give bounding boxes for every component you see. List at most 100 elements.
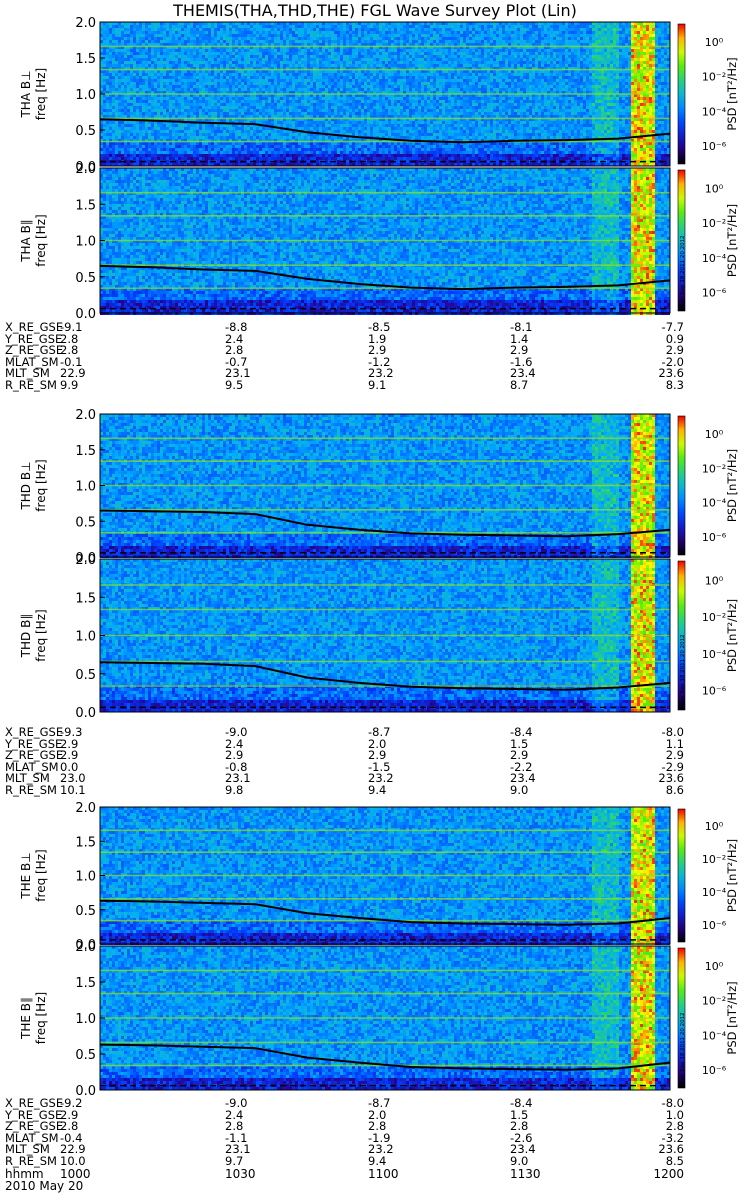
spectrum-cell [511,28,514,31]
spectrum-cell [463,58,466,61]
spectrum-cell [595,40,598,43]
spectrum-cell [403,55,406,58]
spectrum-cell [523,55,526,58]
spectrum-cell [232,40,235,43]
spectrum-cell [262,34,265,37]
spectrum-cell [211,40,214,43]
spectrum-cell [634,52,637,55]
spectrum-cell [421,25,424,28]
spectrum-cell [448,40,451,43]
spectrum-cell [337,52,340,55]
spectrum-cell [346,43,349,46]
spectrum-cell [436,37,439,40]
spectrum-cell [352,31,355,34]
spectrum-cell [553,49,556,52]
spectrum-cell [445,55,448,58]
spectrum-cell [121,52,124,55]
spectrum-cell [472,37,475,40]
spectrum-cell [481,31,484,34]
spectrum-cell [430,49,433,52]
spectrum-cell [241,37,244,40]
spectrum-cell [376,40,379,43]
spectrum-cell [256,49,259,52]
spectrum-cell [325,31,328,34]
spectrum-cell [655,58,658,61]
spectrum-cell [142,52,145,55]
spectrum-cell [157,40,160,43]
spectrum-cell [529,52,532,55]
spectrum-cell [568,58,571,61]
spectrum-cell [358,43,361,46]
spectrum-cell [475,43,478,46]
spectrum-cell [481,52,484,55]
spectrum-cell [271,49,274,52]
spectrum-cell [508,58,511,61]
spectrum-cell [394,28,397,31]
spectrum-cell [280,49,283,52]
spectrum-cell [271,34,274,37]
spectrum-cell [640,49,643,52]
spectrum-cell [394,58,397,61]
spectrum-cell [316,49,319,52]
spectrum-cell [613,52,616,55]
spectrum-cell [577,49,580,52]
spectrum-cell [559,40,562,43]
spectrum-cell [262,40,265,43]
spectrum-cell [316,52,319,55]
spectrum-cell [328,25,331,28]
spectrum-cell [124,37,127,40]
spectrum-cell [379,31,382,34]
spectrum-cell [115,31,118,34]
spectrum-cell [511,40,514,43]
spectrum-cell [277,43,280,46]
spectrum-cell [271,25,274,28]
spectrum-cell [232,52,235,55]
spectrum-cell [478,43,481,46]
spectrum-cell [148,58,151,61]
spectrum-cell [490,55,493,58]
spectrum-cell [499,28,502,31]
spectrum-cell [388,40,391,43]
spectrum-cell [124,28,127,31]
spectrum-cell [244,55,247,58]
spectrum-cell [352,37,355,40]
spectrum-cell [169,25,172,28]
spectrum-cell [190,28,193,31]
spectrum-cell [229,40,232,43]
spectrum-cell [472,49,475,52]
spectrum-cell [352,28,355,31]
spectrum-cell [643,40,646,43]
spectrum-cell [502,40,505,43]
spectrum-cell [589,55,592,58]
spectrum-cell [130,58,133,61]
spectrum-cell [112,52,115,55]
spectrum-cell [436,40,439,43]
spectrum-cell [658,49,661,52]
spectrum-cell [307,25,310,28]
spectrum-cell [532,31,535,34]
spectrum-cell [418,43,421,46]
spectrum-cell [247,31,250,34]
spectrum-cell [295,31,298,34]
spectrum-cell [610,34,613,37]
spectrum-cell [442,31,445,34]
spectrum-cell [232,31,235,34]
spectrum-cell [334,43,337,46]
spectrum-cell [421,55,424,58]
spectrum-cell [514,40,517,43]
spectrum-cell [340,52,343,55]
spectrum-cell [169,52,172,55]
spectrum-cell [589,37,592,40]
spectrum-cell [607,34,610,37]
spectrum-cell [415,55,418,58]
spectrum-cell [238,28,241,31]
spectrum-cell [490,37,493,40]
spectrum-cell [343,43,346,46]
spectrum-cell [310,58,313,61]
spectrum-cell [229,52,232,55]
spectrum-cell [502,34,505,37]
spectrum-cell [463,43,466,46]
spectrum-cell [481,43,484,46]
spectrum-cell [610,37,613,40]
spectrum-cell [562,58,565,61]
